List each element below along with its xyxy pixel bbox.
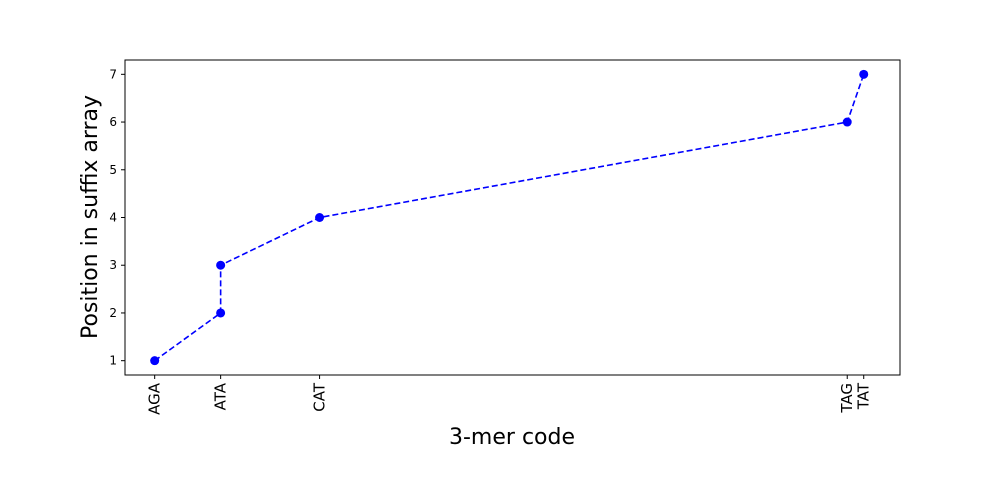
data-point [216, 260, 226, 270]
data-point [315, 213, 325, 222]
y-tick-label: 3 [109, 258, 117, 272]
data-point [150, 356, 160, 366]
x-tick-label: AGA [146, 382, 164, 415]
y-axis-title: Position in suffix array [78, 95, 103, 339]
plot-frame [124, 59, 901, 376]
x-axis-title: 3-mer code [449, 425, 575, 450]
y-tick-label: 1 [109, 354, 117, 368]
series-line [154, 74, 865, 362]
plot-layer [150, 69, 869, 366]
y-axis: 1 2 3 4 5 6 7 [109, 67, 125, 368]
data-point [859, 69, 869, 79]
x-tick-label: CAT [311, 382, 329, 412]
y-tick-label: 6 [109, 115, 117, 129]
y-tick-label: 7 [109, 67, 117, 81]
x-tick-label: ATA [212, 382, 230, 410]
data-point [216, 308, 226, 318]
y-tick-label: 2 [109, 306, 117, 320]
y-tick-label: 5 [109, 163, 117, 177]
x-tick-label: TAG [838, 383, 856, 414]
x-tick-label: TAT [855, 382, 873, 410]
y-tick-label: 4 [109, 211, 117, 225]
data-point [842, 117, 852, 127]
